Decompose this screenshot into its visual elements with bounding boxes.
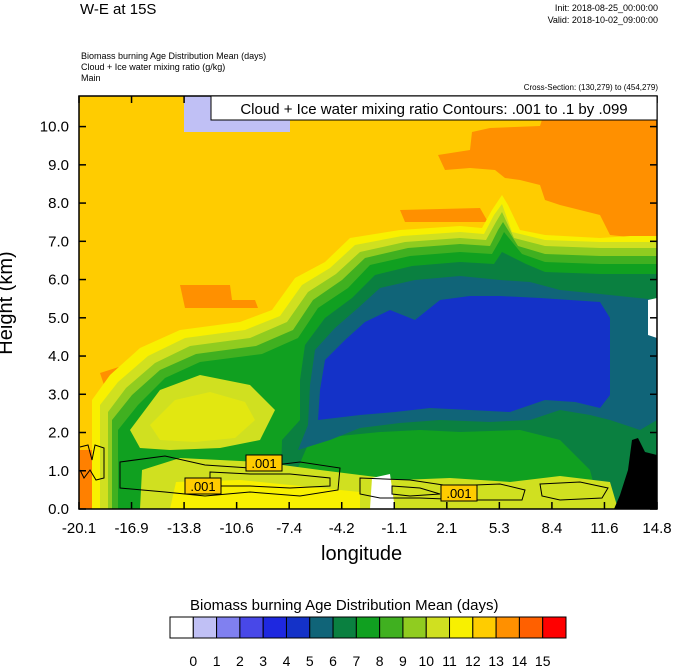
y-tick-label: 2.0 bbox=[48, 425, 69, 442]
y-tick-label: 0.0 bbox=[48, 501, 69, 518]
colorbar-level-label: 15 bbox=[535, 653, 551, 667]
x-tick-label: -10.6 bbox=[220, 520, 254, 537]
colorbar-swatch bbox=[425, 616, 451, 639]
y-tick-label: 7.0 bbox=[48, 233, 69, 250]
colorbar-level-label: 8 bbox=[376, 653, 384, 667]
colorbar-swatch bbox=[216, 616, 241, 639]
y-tick-label: 10.0 bbox=[40, 119, 69, 136]
y-tick-label: 3.0 bbox=[48, 386, 69, 403]
colorbar-level-label: 5 bbox=[306, 653, 314, 667]
colorbar-level-label: 2 bbox=[236, 653, 244, 667]
colorbar-swatch bbox=[449, 616, 474, 639]
x-axis: -20.1 -16.9 -13.8 -10.6 -7.4 -4.2 -1.1 2.1 5.3 8.… bbox=[62, 96, 672, 537]
colorbar-swatch bbox=[542, 616, 567, 639]
x-tick-label: -16.9 bbox=[114, 520, 148, 537]
colorbar-swatch bbox=[192, 616, 218, 639]
field-cloud-ice: Cloud + Ice water mixing ratio (g/kg) bbox=[81, 62, 226, 72]
contour-label: .001 bbox=[251, 456, 276, 471]
colorbar-level-label: 7 bbox=[352, 653, 360, 667]
x-tick-label: -20.1 bbox=[62, 520, 96, 537]
x-tick-label: 2.1 bbox=[436, 520, 457, 537]
field-descriptions: Biomass burning Age Distribution Mean (d… bbox=[81, 51, 266, 84]
colorbar-swatch bbox=[472, 616, 497, 639]
colorbar-level-label: 14 bbox=[512, 653, 528, 667]
colorbar-level-label: 11 bbox=[442, 653, 457, 667]
init-valid-times: Init: 2018-08-25_00:00:00 Valid: 2018-10… bbox=[548, 2, 658, 26]
y-axis: 0.0 1.0 2.0 3.0 4.0 5.0 6.0 7.0 8.0 9.0 10.0 bbox=[40, 119, 657, 518]
field-main: Main bbox=[81, 73, 101, 83]
colorbar-swatch bbox=[355, 616, 381, 639]
colorbar-level-label: 1 bbox=[213, 653, 221, 667]
contour-label: .001 bbox=[190, 479, 215, 494]
colorbar-level-label: 6 bbox=[329, 653, 337, 667]
colorbar-level-label: 9 bbox=[399, 653, 407, 667]
colorbar-title: Biomass burning Age Distribution Mean (d… bbox=[190, 597, 499, 614]
y-tick-label: 1.0 bbox=[48, 463, 69, 480]
contour-info-box: Cloud + Ice water mixing ratio Contours:… bbox=[210, 95, 658, 121]
y-tick-label: 9.0 bbox=[48, 157, 69, 174]
x-tick-label: 8.4 bbox=[541, 520, 562, 537]
colorbar-swatch bbox=[379, 616, 404, 639]
colorbar-swatch bbox=[169, 616, 194, 639]
y-tick-label: 8.0 bbox=[48, 195, 69, 212]
field-aerosol-age: Biomass burning Age Distribution Mean (d… bbox=[81, 51, 267, 61]
x-tick-label: 11.6 bbox=[590, 520, 618, 537]
colorbar-swatch bbox=[285, 616, 311, 639]
colorbar-level-label: 4 bbox=[283, 653, 291, 667]
cross-section-label: Cross-Section: (130,279) to (454,279) bbox=[523, 83, 658, 92]
colorbar-level-label: 0 bbox=[189, 653, 197, 667]
x-axis-title: longitude bbox=[321, 543, 403, 565]
colorbar-swatch bbox=[309, 616, 334, 639]
cloud-contours bbox=[79, 444, 609, 501]
x-tick-label: 14.8 bbox=[642, 520, 671, 537]
y-tick-label: 5.0 bbox=[48, 310, 69, 327]
valid-time: Valid: 2018-10-02_09:00:00 bbox=[547, 15, 658, 25]
x-tick-label: -13.8 bbox=[167, 520, 201, 537]
colorbar-swatch bbox=[402, 616, 427, 639]
colorbar-swatch bbox=[495, 616, 520, 639]
x-tick-label: -4.2 bbox=[329, 520, 355, 537]
colorbar: 0 1 2 3 4 5 6 7 8 9 10 11 12 13 14 15 bbox=[169, 616, 567, 667]
y-tick-label: 4.0 bbox=[48, 348, 69, 365]
colorbar-level-label: 12 bbox=[465, 653, 481, 667]
colorbar-level-label: 3 bbox=[259, 653, 267, 667]
colorbar-level-label: 10 bbox=[418, 653, 434, 667]
y-axis-title: Height (km) bbox=[0, 251, 17, 355]
colorbar-swatch bbox=[332, 616, 357, 639]
y-tick-label: 6.0 bbox=[48, 272, 69, 289]
colorbar-swatch bbox=[239, 616, 264, 639]
contour-label-group: .001 .001 .001 bbox=[184, 454, 478, 502]
colorbar-swatch bbox=[262, 616, 287, 639]
x-tick-label: 5.3 bbox=[489, 520, 510, 537]
colorbar-swatch bbox=[518, 616, 544, 639]
init-time: Init: 2018-08-25_00:00:00 bbox=[554, 3, 658, 13]
contour-label: .001 bbox=[446, 486, 471, 501]
contour-info-text: Cloud + Ice water mixing ratio Contours:… bbox=[240, 101, 627, 118]
colorbar-level-label: 13 bbox=[488, 653, 504, 667]
plot-title: W-E at 15S bbox=[80, 1, 157, 18]
x-tick-label: -1.1 bbox=[381, 520, 407, 537]
x-tick-label: -7.4 bbox=[276, 520, 302, 537]
heatmap-field bbox=[79, 96, 657, 509]
